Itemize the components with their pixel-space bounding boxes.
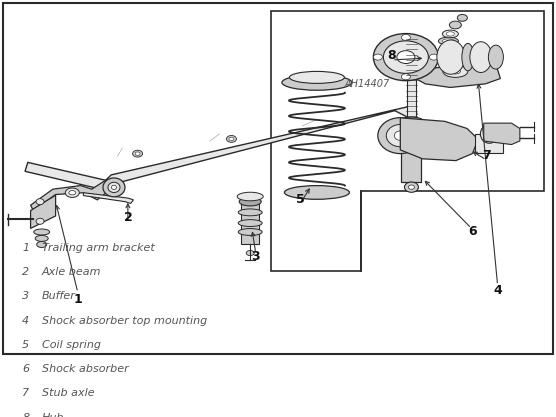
Ellipse shape [103,178,125,197]
Text: Hub: Hub [42,412,64,417]
Ellipse shape [237,192,263,201]
Text: 7: 7 [22,388,29,398]
Ellipse shape [384,41,428,73]
Bar [407,38,416,121]
Text: 5: 5 [22,340,29,350]
Polygon shape [31,180,114,211]
FancyBboxPatch shape [241,202,259,244]
Ellipse shape [404,182,419,192]
Ellipse shape [374,33,438,80]
Text: 2: 2 [123,211,132,224]
Ellipse shape [65,188,80,197]
Ellipse shape [470,42,492,73]
Ellipse shape [69,191,76,195]
Polygon shape [484,123,520,145]
Ellipse shape [374,54,383,60]
Ellipse shape [458,15,468,21]
Ellipse shape [488,45,503,69]
Text: 3: 3 [22,291,29,301]
Ellipse shape [439,44,461,52]
Text: 8: 8 [22,412,29,417]
Text: Shock absorber top mounting: Shock absorber top mounting [42,316,207,326]
Ellipse shape [443,39,454,43]
Polygon shape [31,195,56,229]
Ellipse shape [229,137,234,141]
Polygon shape [25,105,417,191]
Text: 1: 1 [22,243,29,253]
Text: 7: 7 [482,149,491,162]
Ellipse shape [238,220,262,226]
Ellipse shape [282,75,352,90]
Ellipse shape [378,118,423,153]
Ellipse shape [34,229,49,235]
Text: 3: 3 [251,251,260,264]
Polygon shape [413,63,500,88]
Ellipse shape [443,30,458,38]
Text: 8: 8 [388,49,396,62]
Bar [401,121,421,182]
Ellipse shape [480,124,498,143]
Ellipse shape [449,21,461,29]
Ellipse shape [285,186,349,199]
Ellipse shape [239,197,261,206]
Ellipse shape [438,37,458,45]
Ellipse shape [36,218,44,224]
Text: Shock absorber: Shock absorber [42,364,128,374]
Text: Trailing arm bracket: Trailing arm bracket [42,243,155,253]
Text: 6: 6 [468,226,477,239]
Text: Coil spring: Coil spring [42,340,101,350]
Ellipse shape [112,185,116,189]
Ellipse shape [401,35,410,40]
Ellipse shape [450,69,460,74]
Text: 5: 5 [296,193,305,206]
Ellipse shape [443,65,468,78]
Ellipse shape [462,43,474,71]
Text: Stub axle: Stub axle [42,388,95,398]
Ellipse shape [443,46,458,50]
Ellipse shape [448,53,458,58]
Ellipse shape [238,209,262,216]
Ellipse shape [133,150,142,157]
Ellipse shape [446,32,454,36]
Text: 4: 4 [493,284,502,297]
Ellipse shape [226,136,236,142]
Text: Axle beam: Axle beam [42,267,101,277]
Ellipse shape [108,182,120,193]
Ellipse shape [290,71,344,83]
Ellipse shape [135,152,140,156]
Ellipse shape [437,40,465,74]
Ellipse shape [37,241,47,247]
Ellipse shape [429,54,438,60]
Ellipse shape [399,117,424,126]
Text: 4: 4 [22,316,29,326]
Polygon shape [83,193,133,203]
Ellipse shape [394,131,406,141]
Text: 2: 2 [22,267,29,277]
Text: AH14407: AH14407 [345,79,390,89]
Ellipse shape [246,251,254,256]
Text: Buffer: Buffer [42,291,76,301]
Ellipse shape [401,74,410,80]
Ellipse shape [386,125,414,147]
Ellipse shape [397,51,415,63]
Text: 6: 6 [22,364,29,374]
Ellipse shape [238,229,262,236]
Ellipse shape [409,185,414,189]
Ellipse shape [36,198,44,205]
Text: 1: 1 [73,293,82,306]
Polygon shape [400,118,478,161]
Ellipse shape [443,51,461,59]
Bar [475,134,503,153]
Ellipse shape [35,236,48,241]
